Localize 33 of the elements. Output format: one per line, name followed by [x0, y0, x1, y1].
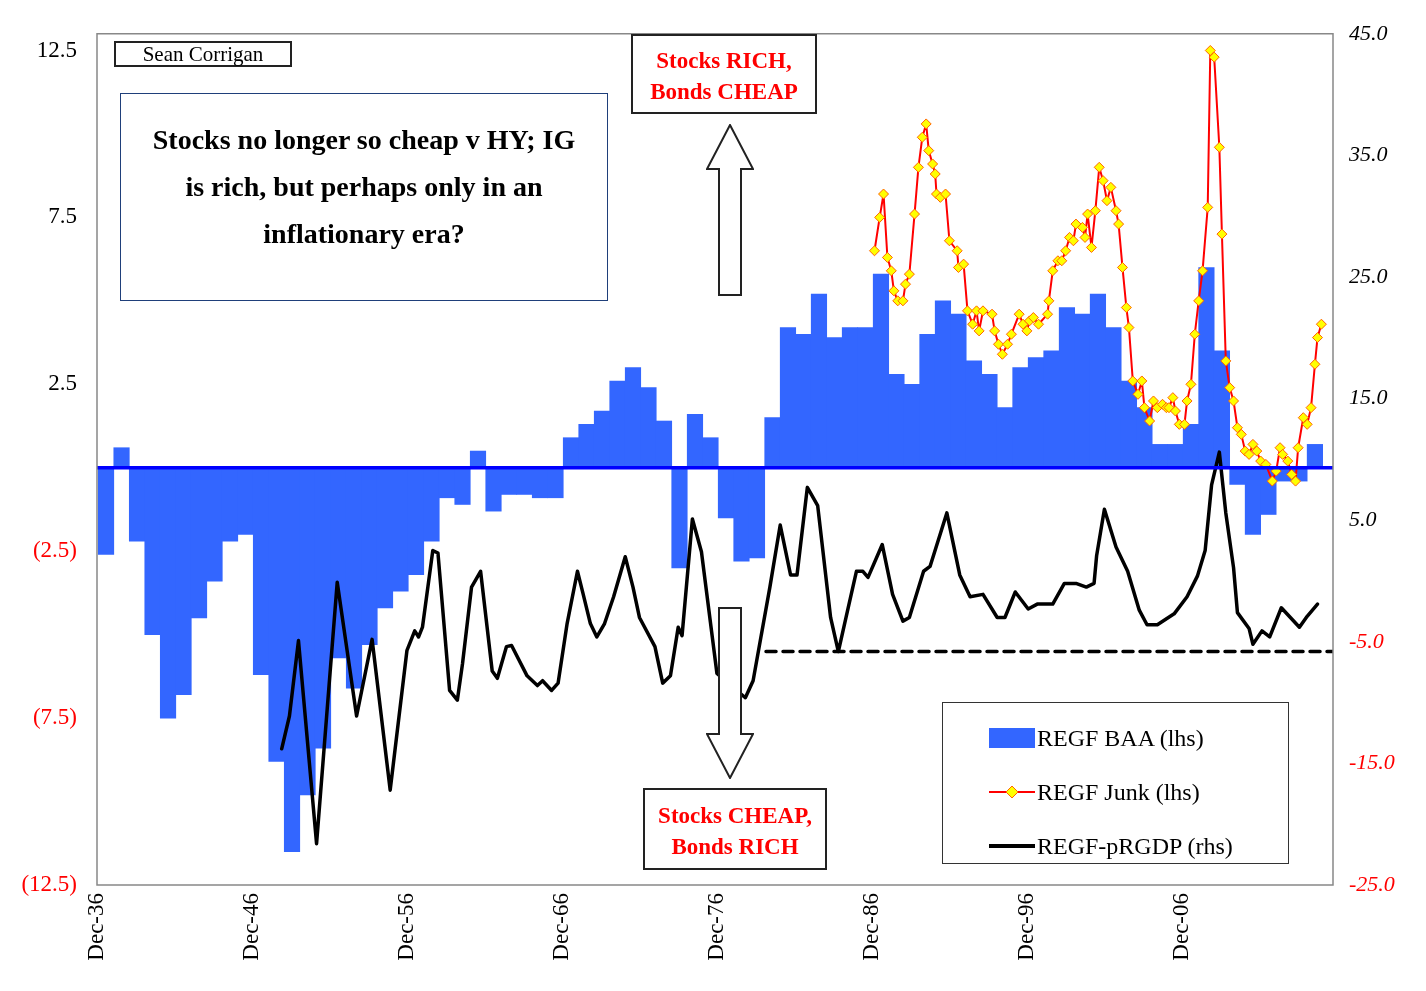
annotation: Stocks no longer so cheap v HY; IG is rich, but perhaps only in an inflationary era? — [120, 93, 608, 301]
y-tick-label: (12.5) — [21, 871, 77, 897]
bar — [97, 467, 115, 555]
y-tick-label: (2.5) — [32, 537, 77, 563]
x-tick-label: Dec-86 — [857, 893, 883, 961]
y2-tick-label: -5.0 — [1349, 627, 1384, 653]
x-tick-label: Dec-56 — [393, 893, 419, 961]
y-tick-label: 2.5 — [48, 370, 77, 396]
y2-tick-label: 5.0 — [1349, 505, 1377, 531]
y2-tick-label: -25.0 — [1349, 870, 1395, 896]
x-tick-label: Dec-06 — [1167, 893, 1193, 961]
legend-label: REGF-pRGDP (rhs) — [1037, 832, 1233, 860]
annotation: Stocks CHEAP, Bonds RICH — [643, 788, 827, 870]
y-tick-label: (7.5) — [32, 704, 77, 730]
annotation: Sean Corrigan — [114, 41, 292, 67]
legend-label: REGF BAA (lhs) — [1037, 724, 1204, 752]
y2-tick-label: 45.0 — [1349, 19, 1388, 45]
y2-tick-label: 35.0 — [1348, 141, 1388, 167]
y-tick-label: 12.5 — [36, 36, 77, 62]
annotation: Stocks RICH, Bonds CHEAP — [631, 34, 817, 114]
x-tick-label: Dec-96 — [1012, 893, 1038, 961]
x-tick-label: Dec-76 — [702, 893, 728, 961]
y2-tick-label: 25.0 — [1349, 262, 1388, 288]
bar — [1306, 444, 1323, 469]
y2-tick-label: -15.0 — [1349, 749, 1395, 775]
legend-label: REGF Junk (lhs) — [1037, 778, 1200, 806]
bar — [113, 447, 130, 469]
x-tick-label: Dec-66 — [548, 893, 573, 961]
x-tick-label: Dec-46 — [238, 893, 264, 961]
y2-tick-label: 15.0 — [1349, 384, 1388, 410]
y-tick-label: 7.5 — [48, 203, 77, 229]
bar — [671, 467, 688, 569]
x-tick-label: Dec-36 — [83, 893, 109, 961]
